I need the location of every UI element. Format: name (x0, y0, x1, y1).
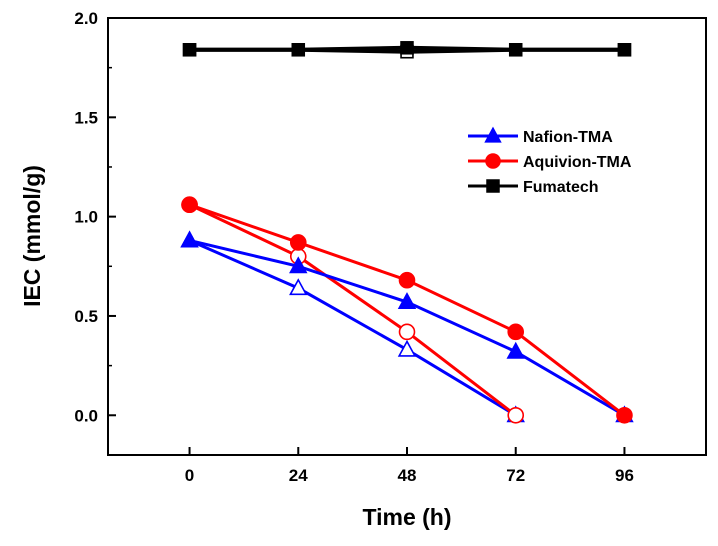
series-layer (180, 41, 634, 424)
data-point (616, 406, 633, 424)
data-point (507, 406, 525, 424)
legend-label: Aquivion-TMA (523, 154, 632, 171)
data-point (289, 278, 308, 296)
legend: Nafion-TMA Aquivion-TMA Fumatech (468, 126, 632, 196)
y-axis-title: IEC (mmol/g) (19, 165, 45, 307)
legend-item: Aquivion-TMA (468, 153, 632, 171)
data-point (506, 341, 525, 359)
data-point (397, 339, 417, 357)
data-point (508, 43, 523, 57)
data-point (181, 196, 198, 214)
legend-item: Fumatech (468, 179, 599, 196)
x-tick-label: 0 (185, 466, 194, 485)
series-line (188, 203, 517, 417)
data-point (397, 292, 417, 310)
data-point (182, 43, 197, 57)
data-point (291, 43, 306, 57)
axes-layer: 0 24 48 72 96 0.0 0.5 1.0 1.5 2.0 (74, 9, 634, 485)
data-point (400, 41, 414, 55)
x-tick-label: 24 (289, 466, 308, 485)
legend-marker (484, 126, 502, 143)
legend-marker (486, 179, 500, 193)
x-tick-label: 48 (398, 466, 417, 485)
data-point (180, 230, 199, 248)
data-point (289, 256, 308, 274)
x-tick-label: 72 (506, 466, 525, 485)
data-point (398, 271, 416, 289)
y-tick-label: 0.5 (74, 307, 98, 326)
series-2 (182, 41, 632, 57)
data-point (507, 323, 525, 341)
data-point (289, 234, 307, 251)
y-tick-label: 1.0 (74, 208, 98, 227)
legend-label: Fumatech (523, 179, 599, 196)
x-tick-label: 96 (615, 466, 634, 485)
x-axis-title: Time (h) (362, 504, 451, 530)
data-point (398, 323, 416, 341)
y-tick-label: 2.0 (74, 9, 98, 28)
plot-frame (107, 17, 707, 456)
legend-marker (485, 153, 501, 169)
y-tick-label: 0.0 (74, 406, 98, 425)
y-tick-label: 1.5 (74, 108, 98, 127)
data-point (617, 43, 632, 57)
legend-label: Nafion-TMA (523, 129, 613, 146)
series-1 (181, 196, 633, 424)
series-line (188, 239, 517, 417)
legend-item: Nafion-TMA (468, 126, 613, 146)
